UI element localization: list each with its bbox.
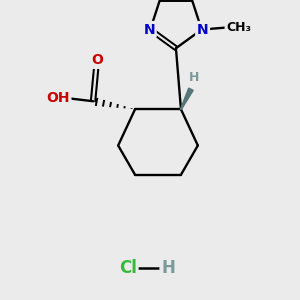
Text: CH₃: CH₃ [226,21,251,34]
Text: O: O [91,53,103,67]
Text: N: N [197,22,208,37]
Polygon shape [181,88,193,109]
Text: H: H [161,259,175,277]
Text: OH: OH [46,91,70,105]
Text: N: N [143,22,155,37]
Text: Cl: Cl [119,259,137,277]
Text: H: H [189,71,199,84]
